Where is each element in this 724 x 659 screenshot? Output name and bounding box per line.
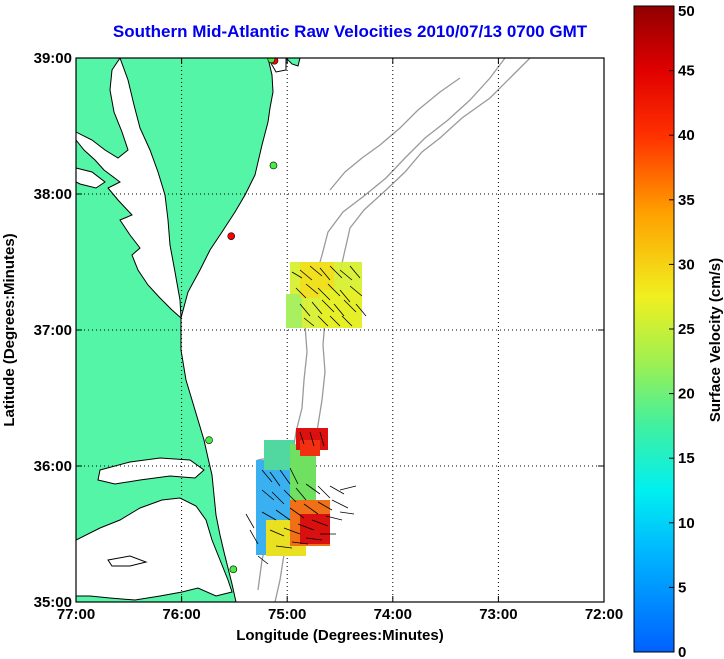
colorbar-tick-label: 30 [678,256,695,273]
colorbar [633,5,675,653]
x-tick-label: 74:00 [374,606,412,623]
x-tick-label: 75:00 [268,606,306,623]
velocity-vectors [291,265,367,327]
colorbar-tick-label: 35 [678,192,695,209]
y-tick-label: 36:00 [34,458,72,475]
chesapeake-bay [76,58,182,320]
x-tick-label: 77:00 [57,606,95,623]
colorbar-tick-label: 40 [678,127,695,144]
velocity-patch [300,440,320,456]
y-tick-label: 35:00 [34,594,72,611]
station-markers [205,58,279,574]
colorbar-tick-label: 25 [678,321,695,338]
colorbar-tick-label: 0 [678,644,686,659]
y-tick-label: 38:00 [34,186,72,203]
x-tick-label: 73:00 [479,606,517,623]
y-tick-label: 37:00 [34,322,72,339]
potomac-river [76,167,106,189]
y-axis: 35:00 36:00 37:00 38:00 39:00 [34,50,604,611]
colorbar-label: Surface Velocity (cm/s) [707,258,724,422]
land-delmarva-tip [285,58,301,67]
y-tick-label: 39:00 [34,50,72,67]
x-tick-label: 72:00 [585,606,623,623]
pamlico-sound [76,497,233,601]
x-axis-label: Longitude (Degrees:Minutes) [236,627,444,644]
colorbar-tick-label: 50 [678,3,695,20]
station-marker [269,161,278,170]
station-marker [205,436,213,444]
colorbar-tick-label: 20 [678,386,695,403]
x-tick-label: 76:00 [162,606,200,623]
colorbar-tick-label: 10 [678,515,695,532]
y-axis-label: Latitude (Degrees:Minutes) [1,233,18,426]
neuse-river [107,555,148,567]
colorbar-tick-label: 45 [678,63,695,80]
velocity-vectors [245,431,357,565]
x-axis: 77:00 76:00 75:00 74:00 73:00 72:00 [57,58,623,623]
station-marker [227,232,236,240]
colorbar-tick-label: 5 [678,579,686,596]
velocity-patch [264,440,294,470]
velocity-field-north [286,262,367,328]
grid-lines [76,58,604,602]
bathymetry-contour-shelf [329,77,461,191]
velocity-field-south [245,428,357,565]
water-bodies [76,58,287,601]
map-title: Southern Mid-Atlantic Raw Velocities 201… [112,22,588,41]
colorbar-ticks: 0 5 10 15 20 25 30 35 40 45 50 [669,3,695,659]
velocity-patch [286,294,302,328]
colorbar-tick-label: 15 [678,450,695,467]
albemarle-sound [97,457,205,485]
station-marker [229,565,238,574]
velocity-patch [320,290,362,328]
station-marker [267,58,276,64]
